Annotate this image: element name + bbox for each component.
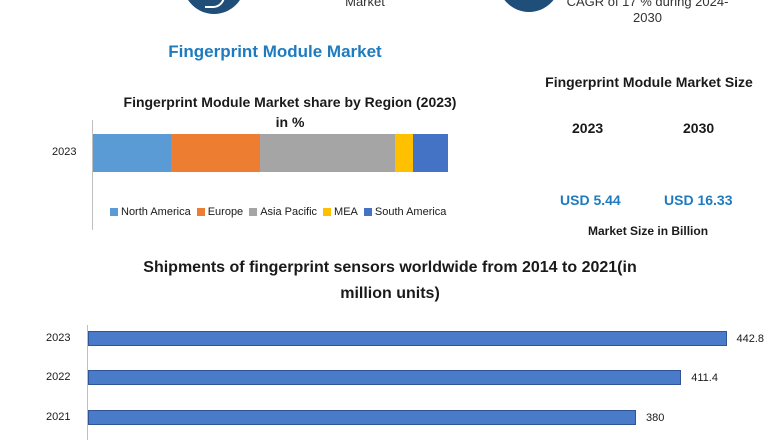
- region-chart-title-line1: Fingerprint Module Market share by Regio…: [123, 94, 457, 110]
- legend-swatch: [249, 208, 258, 216]
- main-title: Fingerprint Module Market: [168, 42, 382, 61]
- legend-label: MEA: [334, 206, 358, 218]
- header-cagr-fragment: CAGR of 17 % during 2024- 2030: [566, 0, 729, 25]
- shipments-year-label: 2023: [46, 332, 71, 344]
- legend-item: South America: [363, 206, 447, 218]
- shipments-year-label: 2021: [46, 411, 71, 423]
- shipments-bar: [88, 410, 636, 425]
- legend-swatch: [110, 208, 118, 216]
- shipments-title-line1: Shipments of fingerprint sensors worldwi…: [143, 259, 637, 276]
- shipments-value-label: 380: [645, 412, 665, 424]
- legend-swatch: [363, 208, 372, 216]
- shipments-bar: [88, 331, 727, 346]
- market-size-value-2030: USD 16.33: [664, 192, 733, 208]
- region-chart-title: Fingerprint Module Market share by Regio…: [90, 92, 490, 132]
- legend-label: North America: [121, 206, 191, 218]
- legend-item: Asia Pacific: [249, 206, 317, 218]
- region-year-label: 2023: [52, 146, 77, 158]
- legend-label: South America: [374, 206, 447, 218]
- legend-item: North America: [110, 206, 191, 218]
- legend-item: MEA: [323, 206, 358, 218]
- region-segment-asia-pacific: [259, 134, 395, 172]
- region-segment-europe: [171, 134, 260, 172]
- region-segment-south-america: [412, 134, 448, 172]
- region-chart-title-line2: in %: [275, 114, 305, 130]
- legend-swatch: [196, 208, 205, 216]
- growth-circle-icon: [498, 0, 560, 12]
- region-stacked-bar: [93, 134, 448, 172]
- region-legend: North America Europe Asia Pacific MEA South …: [110, 206, 510, 218]
- legend-label: Europe: [207, 206, 244, 218]
- region-segment-north-america: [93, 134, 172, 172]
- market-size-title: Fingerprint Module Market Size: [545, 74, 753, 90]
- shipments-title-line2: million units): [340, 285, 440, 302]
- market-size-value-2023: USD 5.44: [560, 192, 621, 208]
- market-size-year-2023: 2023: [572, 120, 604, 136]
- shipments-value-label: 411.4: [691, 372, 718, 384]
- legend-label: Asia Pacific: [260, 206, 318, 218]
- legend-item: Europe: [196, 206, 244, 218]
- shipments-chart-axis: [87, 325, 718, 440]
- region-segment-mea: [394, 134, 413, 172]
- header-left-fragment: Market: [345, 0, 385, 9]
- shipments-value-label: 442.8: [736, 333, 765, 345]
- shipments-year-label: 2022: [46, 371, 71, 383]
- shipments-bar: [88, 370, 682, 385]
- region-chart-axis: [92, 120, 491, 230]
- market-size-year-2030: 2030: [683, 120, 715, 136]
- shipments-chart-title: Shipments of fingerprint sensors worldwi…: [90, 255, 690, 307]
- legend-swatch: [323, 208, 332, 216]
- market-size-unit: Market Size in Billion: [588, 224, 709, 238]
